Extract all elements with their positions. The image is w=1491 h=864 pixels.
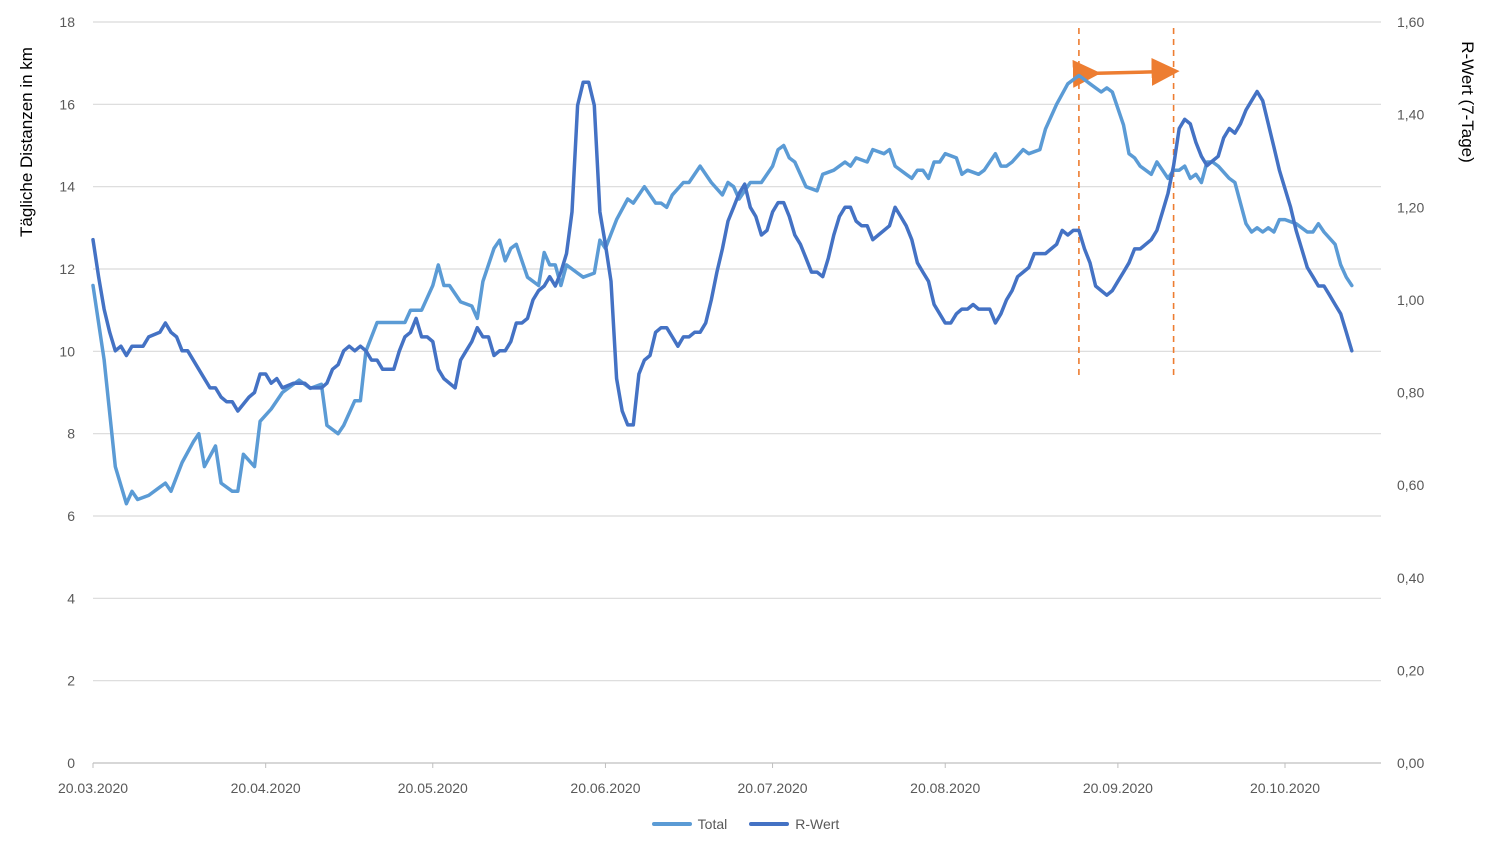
y-left-tick-label: 6: [67, 508, 75, 524]
y-right-tick-label: 0,00: [1397, 755, 1424, 771]
x-tick-label: 20.10.2020: [1250, 780, 1320, 796]
y-right-tick-label: 0,20: [1397, 662, 1424, 678]
legend-label-r-wert: R-Wert: [795, 816, 840, 832]
y-axis-right-label: R-Wert (7-Tage): [1458, 41, 1477, 163]
series-layer: [91, 73, 1354, 506]
y-left-tick-label: 0: [67, 755, 75, 771]
legend: Total R-Wert: [0, 816, 1491, 832]
y-left-tick-label: 16: [59, 96, 75, 112]
y-axis-left-label: Tägliche Distanzen in km: [17, 47, 36, 237]
x-tick-label: 20.09.2020: [1083, 780, 1153, 796]
y-left-tick-label: 18: [59, 14, 75, 30]
y-right-tick-label: 1,60: [1397, 14, 1424, 30]
y-left-tick-label: 14: [59, 179, 75, 195]
annotation-layer: [1072, 28, 1180, 375]
x-tick-label: 20.06.2020: [570, 780, 640, 796]
annotation-double-arrow: [1072, 57, 1180, 88]
legend-label-total: Total: [697, 816, 728, 832]
y-right-tick-label: 0,40: [1397, 570, 1424, 586]
y-right-tick-label: 0,80: [1397, 385, 1424, 401]
axis-layer: 0 2 4 6 8 10 12 14 16 18 0,00 0,20 0,40 0,60 0,80 1,00 1…: [58, 14, 1425, 796]
y-right-tick-label: 1,00: [1397, 292, 1424, 308]
series-line-r-wert: [91, 80, 1354, 427]
x-tick-label: 20.08.2020: [910, 780, 980, 796]
y-right-tick-label: 0,60: [1397, 477, 1424, 493]
grid-layer: [93, 21, 1381, 682]
y-right-tick-label: 1,40: [1397, 107, 1424, 123]
y-left-tick-label: 12: [59, 261, 75, 277]
y-left-tick-label: 10: [59, 343, 75, 359]
x-tick-label: 20.03.2020: [58, 780, 128, 796]
x-tick-label: 20.07.2020: [738, 780, 808, 796]
legend-swatch-total: [651, 822, 692, 826]
series-line-total: [91, 73, 1354, 506]
y-right-tick-label: 1,20: [1397, 199, 1424, 215]
y-left-tick-label: 4: [67, 590, 75, 606]
x-tick-label: 20.04.2020: [231, 780, 301, 796]
x-tick-label: 20.05.2020: [398, 780, 468, 796]
legend-swatch-r-wert: [749, 822, 790, 826]
y-left-tick-label: 8: [67, 426, 75, 442]
y-left-tick-label: 2: [67, 673, 75, 689]
legend-item-total: Total: [651, 816, 728, 832]
legend-item-r-wert: R-Wert: [749, 816, 839, 832]
